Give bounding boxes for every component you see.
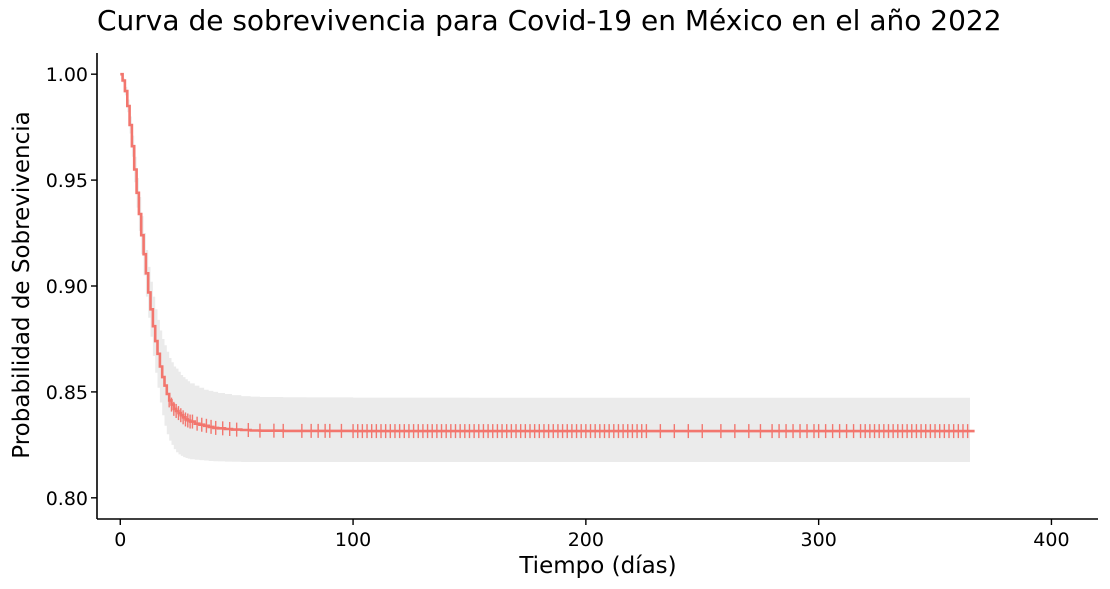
survival-curve xyxy=(120,72,975,433)
x-tick-label: 400 xyxy=(1033,529,1069,551)
survival-line-layer xyxy=(120,72,975,433)
y-tick-label: 1.00 xyxy=(46,64,88,86)
x-axis-ticks: 0 100 200 300 400 xyxy=(114,519,1070,551)
y-tick-label: 0.95 xyxy=(46,170,88,192)
x-axis-label: Tiempo (días) xyxy=(518,553,676,579)
chart-title: Curva de sobrevivencia para Covid-19 en … xyxy=(97,4,1002,37)
x-tick-label: 300 xyxy=(801,529,837,551)
confidence-band xyxy=(120,74,971,462)
y-tick-label: 0.80 xyxy=(46,488,88,510)
x-tick-label: 100 xyxy=(335,529,371,551)
y-tick-label: 0.90 xyxy=(46,276,88,298)
y-tick-label: 0.85 xyxy=(46,382,88,404)
y-axis-ticks: 0.80 0.85 0.90 0.95 1.00 xyxy=(46,64,97,510)
confidence-band-layer xyxy=(120,74,971,462)
x-tick-label: 0 xyxy=(114,529,126,551)
y-axis-label: Probabilidad de Sobrevivencia xyxy=(9,111,35,458)
x-tick-label: 200 xyxy=(568,529,604,551)
